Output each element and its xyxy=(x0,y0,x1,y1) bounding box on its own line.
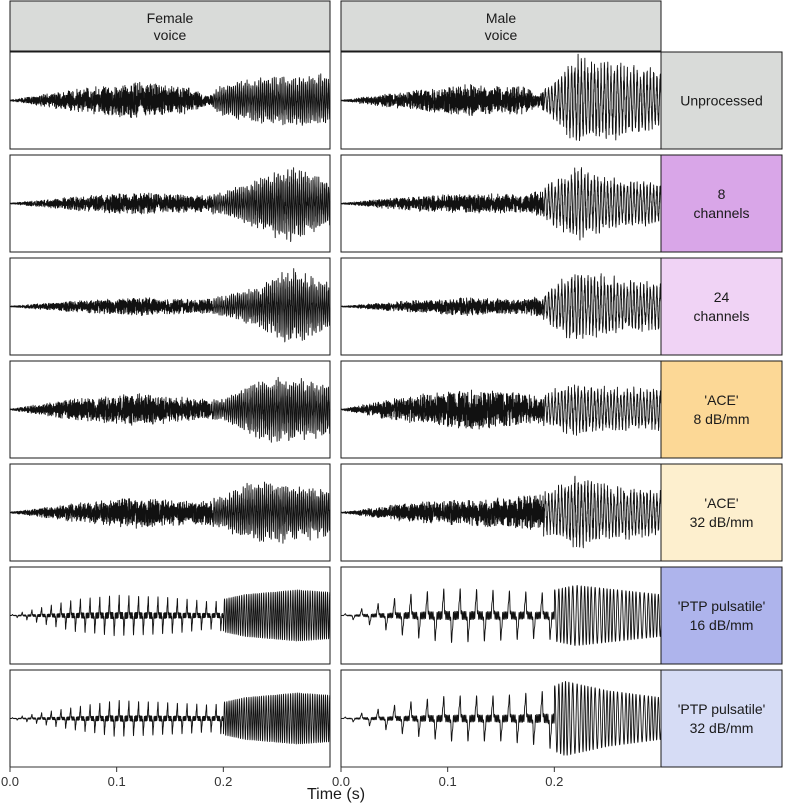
row-strips: Unprocessed 8 channels 24 channels 'ACE' 8 dB/… xyxy=(660,51,783,768)
x-axis-title: Time (s) xyxy=(307,786,365,803)
x-axes: 0.0 0.1 0.2 0.0 0.1 0.2 xyxy=(1,766,661,789)
waveform-ptp16-female xyxy=(9,589,331,642)
row-strip-label: channels xyxy=(693,205,749,221)
row-strip-label: 16 dB/mm xyxy=(690,617,754,633)
waveform-ptp32-female xyxy=(9,692,331,745)
waveform-24ch-female xyxy=(9,268,331,343)
x-tick-label: 0.0 xyxy=(1,774,19,789)
column-header-label: voice xyxy=(485,27,518,43)
row-strip-label: 'ACE' xyxy=(704,495,738,511)
row-strip-label: 24 xyxy=(714,289,730,305)
panel-grid xyxy=(9,51,662,768)
row-strip-unprocessed xyxy=(660,51,783,150)
row-strip-ace32 xyxy=(660,463,783,562)
row-strip-ptp32 xyxy=(660,669,783,768)
row-strip-label: 'PTP pulsatile' xyxy=(678,701,766,717)
waveform-24ch-male xyxy=(340,273,662,339)
row-strip-label: Unprocessed xyxy=(680,93,763,109)
waveform-8ch-male xyxy=(340,167,662,241)
waveform-ace32-male xyxy=(340,475,662,549)
x-tick-label: 0.1 xyxy=(439,774,457,789)
column-header-male xyxy=(340,0,662,52)
row-strip-label: channels xyxy=(693,308,749,324)
x-tick-label: 0.1 xyxy=(108,774,126,789)
waveform-ace8-female xyxy=(9,376,331,443)
column-header-label: voice xyxy=(154,27,187,43)
row-strip-label: 8 dB/mm xyxy=(693,411,749,427)
row-strip-label: 32 dB/mm xyxy=(690,720,754,736)
row-strip-24ch xyxy=(660,257,783,356)
x-tick-label: 0.2 xyxy=(545,774,563,789)
row-strip-ptp16 xyxy=(660,566,783,665)
waveform-unprocessed-male xyxy=(340,53,662,142)
waveform-ptp32-male xyxy=(340,680,662,756)
row-strip-label: 'PTP pulsatile' xyxy=(678,598,766,614)
waveform-ptp16-male xyxy=(340,585,662,646)
row-strip-ace8 xyxy=(660,360,783,459)
x-tick-label: 0.0 xyxy=(332,774,350,789)
x-tick-label: 0.2 xyxy=(214,774,232,789)
waveform-ace32-female xyxy=(9,481,331,544)
column-header-label: Male xyxy=(486,10,517,26)
column-header-label: Female xyxy=(147,10,194,26)
waveform-ace8-male xyxy=(340,384,662,436)
row-strip-8ch xyxy=(660,154,783,253)
waveform-unprocessed-female xyxy=(9,73,331,126)
column-header-female xyxy=(9,0,331,52)
row-strip-label: 32 dB/mm xyxy=(690,514,754,530)
row-strip-label: 8 xyxy=(718,186,726,202)
waveform-8ch-female xyxy=(9,167,331,243)
row-strip-label: 'ACE' xyxy=(704,392,738,408)
